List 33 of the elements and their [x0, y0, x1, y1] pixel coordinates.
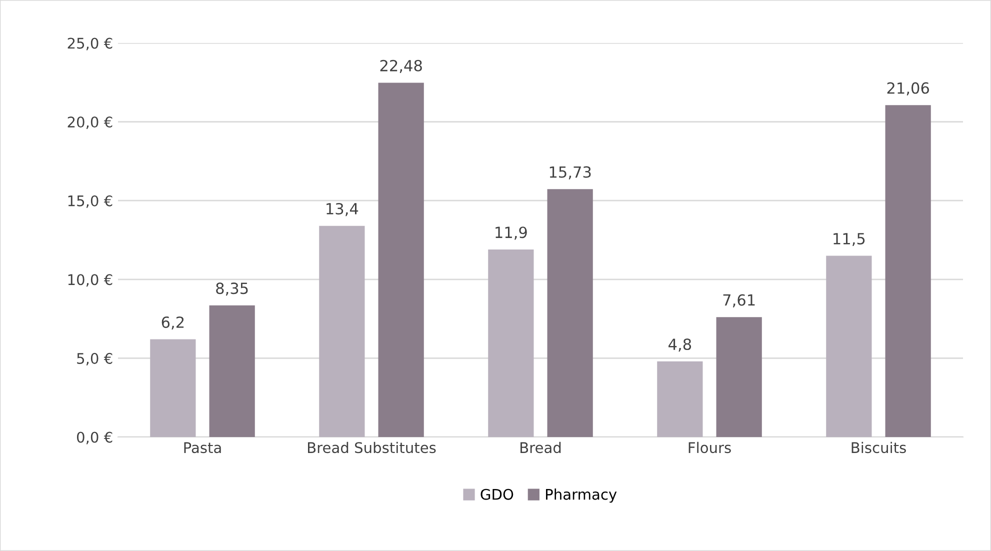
bar — [547, 189, 593, 437]
y-tick-label: 15,0 € — [68, 195, 112, 208]
data-label: 15,73 — [550, 166, 591, 180]
data-label: 21,06 — [887, 82, 929, 96]
data-label: 8,35 — [216, 282, 248, 296]
legend-label: Pharmacy — [546, 488, 617, 503]
y-tick-label: 0,0 € — [76, 432, 112, 444]
x-tick-label: Biscuits — [852, 442, 906, 454]
x-tick-label: Bread Substitutes — [308, 442, 436, 454]
bar — [378, 82, 424, 437]
legend-label: GDO — [480, 488, 514, 500]
data-label: 11,5 — [834, 233, 865, 246]
data-label: 13,4 — [326, 202, 358, 216]
y-tick-label: 10,0 € — [68, 274, 112, 287]
bar — [826, 256, 872, 437]
data-label: 7,61 — [723, 294, 755, 308]
data-label: 4,8 — [668, 338, 692, 352]
bar — [885, 105, 931, 437]
bar — [319, 226, 365, 437]
y-tick-label: 5,0 € — [77, 352, 112, 366]
y-tick-label: 20,0 € — [68, 116, 112, 130]
data-label: 11,9 — [496, 226, 527, 240]
bar — [657, 361, 703, 437]
bar — [716, 317, 762, 437]
bar — [209, 305, 255, 437]
bar — [150, 339, 196, 437]
data-label: 6,2 — [162, 316, 184, 330]
x-tick-label: Flours — [688, 442, 731, 454]
x-tick-label: Pasta — [184, 442, 221, 454]
data-label: 22,48 — [380, 60, 422, 73]
x-tick-label: Bread — [520, 442, 561, 454]
y-tick-label: 25,0 € — [68, 38, 112, 50]
bar — [488, 249, 534, 437]
